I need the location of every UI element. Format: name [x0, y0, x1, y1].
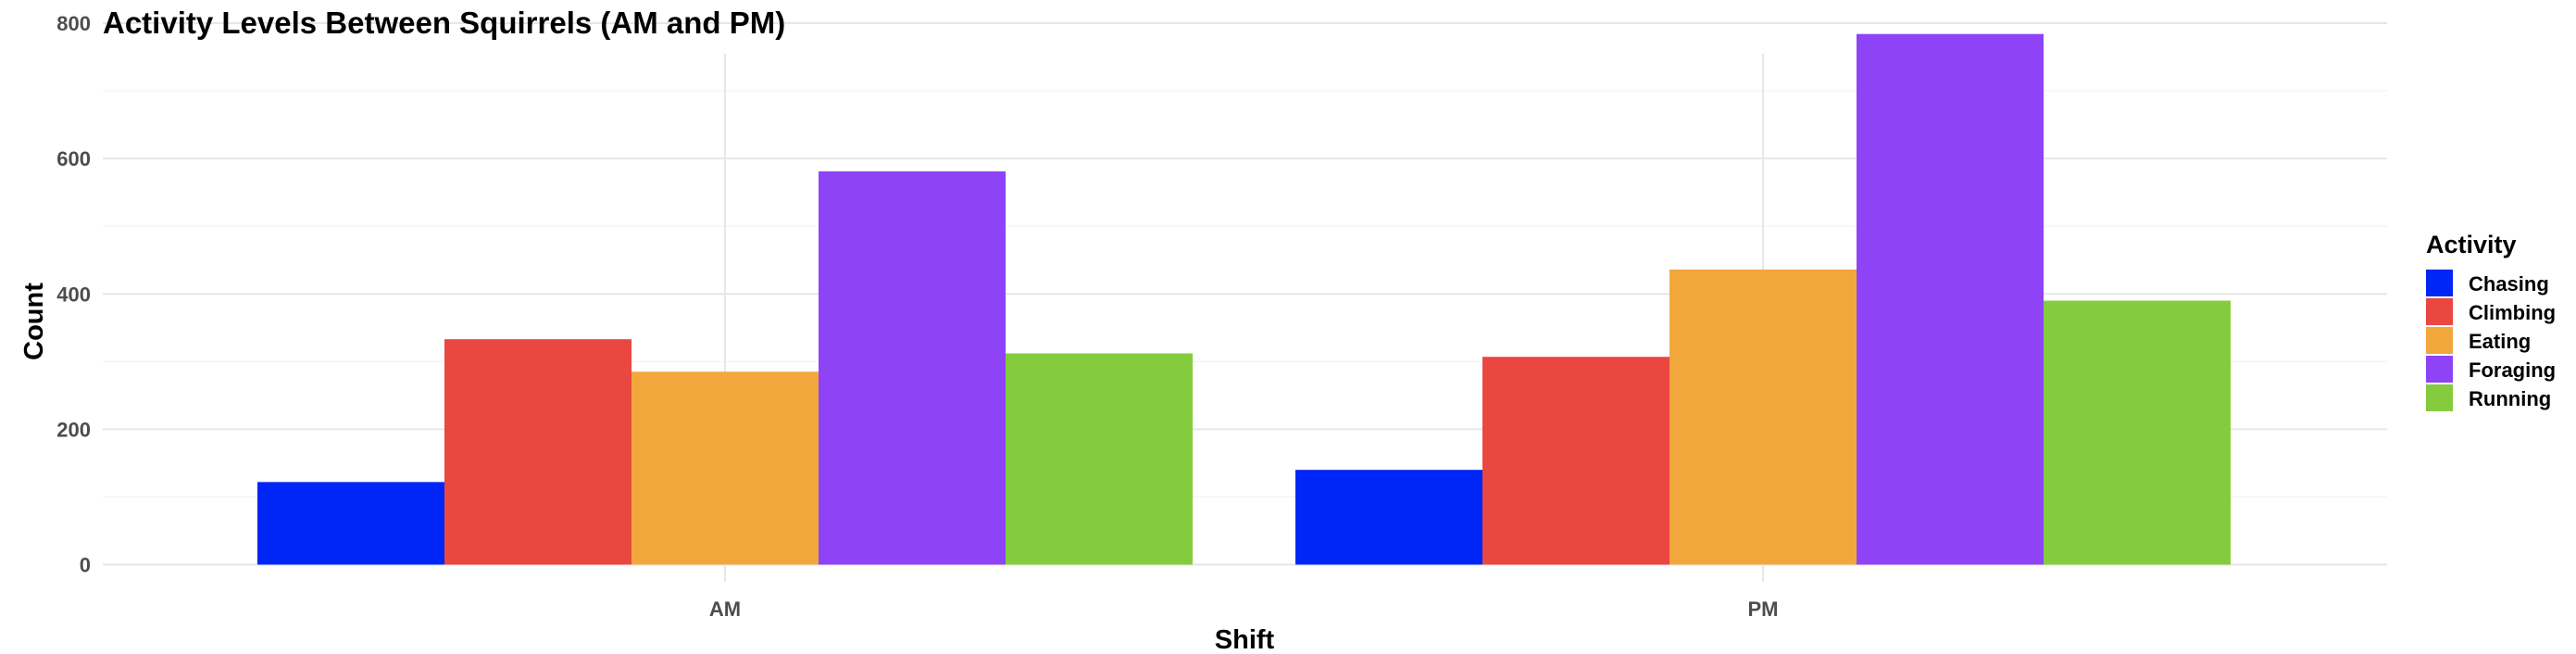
legend-title: Activity — [2426, 231, 2517, 258]
legend-item-eating: Eating — [2426, 327, 2531, 354]
legend-item-foraging: Foraging — [2426, 356, 2556, 383]
bar-foraging-pm — [1857, 33, 2044, 565]
bar-eating-am — [631, 371, 819, 565]
bar-chasing-pm — [1295, 470, 1482, 565]
bar-climbing-am — [444, 339, 631, 565]
y-tick-label: 0 — [80, 554, 91, 577]
legend-items: Chasing Climbing Eating Foraging Running — [2426, 270, 2556, 411]
legend-swatch — [2426, 356, 2453, 383]
legend: Activity Chasing Climbing Eating Foraging Ru… — [2426, 231, 2556, 411]
bar-running-pm — [2044, 300, 2231, 565]
x-tick-label: AM — [709, 597, 741, 621]
legend-label: Eating — [2469, 330, 2531, 353]
y-tick-label: 200 — [56, 418, 91, 441]
x-tick-label: PM — [1748, 597, 1779, 621]
bars — [257, 33, 2231, 565]
legend-item-running: Running — [2426, 384, 2551, 411]
legend-item-chasing: Chasing — [2426, 270, 2549, 296]
bar-chasing-am — [257, 482, 444, 565]
legend-item-climbing: Climbing — [2426, 298, 2556, 325]
x-axis-title: Shift — [1215, 625, 1275, 654]
bar-foraging-am — [819, 171, 1006, 565]
legend-label: Climbing — [2469, 301, 2556, 324]
bar-eating-pm — [1669, 269, 1857, 565]
legend-swatch — [2426, 327, 2453, 354]
bar-running-am — [1006, 353, 1193, 565]
legend-label: Running — [2469, 387, 2551, 410]
legend-label: Foraging — [2469, 358, 2556, 382]
legend-swatch — [2426, 298, 2453, 325]
y-tick-label: 800 — [56, 12, 91, 35]
y-tick-label: 400 — [56, 283, 91, 306]
chart-title: Activity Levels Between Squirrels (AM an… — [103, 6, 785, 40]
y-tick-label: 600 — [56, 147, 91, 170]
x-tick-labels: AM PM — [709, 597, 1779, 621]
y-tick-labels: 0 200 400 600 800 — [56, 12, 91, 577]
legend-label: Chasing — [2469, 272, 2549, 296]
y-axis-title: Count — [19, 283, 49, 360]
legend-swatch — [2426, 384, 2453, 411]
legend-swatch — [2426, 270, 2453, 296]
bar-climbing-pm — [1482, 357, 1669, 565]
